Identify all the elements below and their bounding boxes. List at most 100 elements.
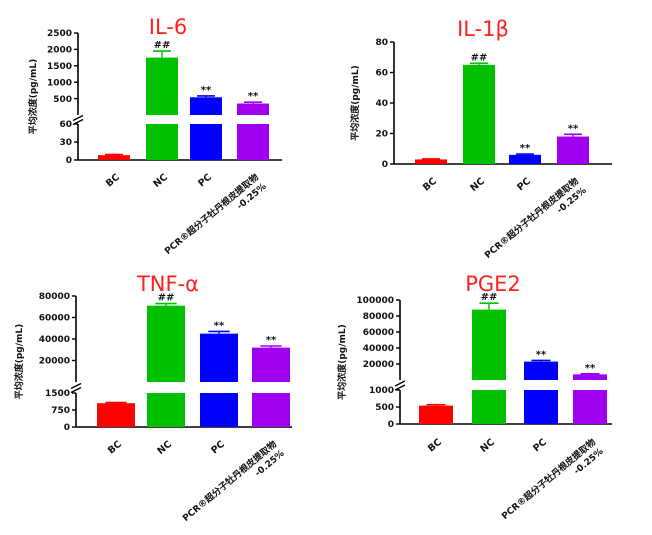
bar-lower-segment <box>524 390 558 424</box>
y-tick-label: 80000 <box>39 292 70 302</box>
axis-break-mark <box>72 114 84 122</box>
y-tick-label: 80 <box>375 38 388 48</box>
x-tick-label: NC <box>151 172 170 190</box>
x-tick-label: PC <box>209 439 227 456</box>
chart-panel-3: TNF-α 平均浓度(pg/mL) 0 750 1500 20000 40000 60000 8… <box>13 272 292 533</box>
y-tick-label: 750 <box>51 406 70 416</box>
bar <box>463 64 495 164</box>
x-tick-label: BC <box>421 176 439 194</box>
y-tick-label: 30 <box>59 138 72 148</box>
chart-panel-4: PGE2 平均浓度(pg/mL) 0 500 1000 20000 40000 60000 80… <box>336 272 612 531</box>
bar-lower-segment <box>252 393 290 427</box>
bar <box>415 159 447 164</box>
bar-lower-segment <box>573 390 607 424</box>
y-tick-label: 1000 <box>47 78 72 88</box>
bar <box>146 57 178 115</box>
x-tick-label: NC <box>155 439 174 457</box>
significance-label: ## <box>471 52 488 63</box>
bar <box>98 155 130 160</box>
significance-label: ** <box>248 91 259 102</box>
bar <box>190 97 222 115</box>
bar <box>147 305 185 382</box>
y-tick-label: 20000 <box>39 357 70 367</box>
y-tick-label: 1500 <box>45 389 70 399</box>
significance-label: ** <box>585 363 596 374</box>
y-tick-label: 1500 <box>47 62 72 72</box>
significance-label: ** <box>568 123 579 134</box>
bar <box>557 136 589 164</box>
bar-lower-segment <box>146 124 178 160</box>
y-tick-label: 0 <box>64 423 70 433</box>
significance-label: ** <box>536 349 547 360</box>
bar-lower-segment <box>472 390 506 424</box>
chart-title: TNF-α <box>136 272 199 296</box>
bar <box>509 154 541 164</box>
x-tick-label: BC <box>104 172 122 190</box>
y-tick-label: 500 <box>53 95 72 105</box>
significance-label: ** <box>201 85 212 96</box>
bar-lower-segment <box>147 393 185 427</box>
y-tick-label: 0 <box>388 420 394 430</box>
y-tick-label: 40000 <box>39 335 70 345</box>
y-tick-label: 1000 <box>369 386 394 396</box>
bar-lower-segment <box>237 124 269 160</box>
y-tick-label: 2500 <box>47 29 72 39</box>
x-tick-label: PC <box>515 176 533 193</box>
bar <box>200 333 238 382</box>
y-tick-label: 20 <box>375 130 388 140</box>
chart-panel-2: IL-1β 平均浓度(pg/mL) 0 20 40 60 80 BC ## NC ** PC ** PCR… <box>349 17 612 270</box>
bar <box>419 405 453 424</box>
axis-break-mark <box>70 382 82 390</box>
y-tick-label: 20000 <box>363 360 394 370</box>
bar-lower-segment <box>190 124 222 160</box>
y-tick-label: 60 <box>59 120 72 130</box>
significance-label: ** <box>266 335 277 346</box>
y-tick-label: 2000 <box>47 46 72 56</box>
x-tick-label: PCR®超分子牡丹根皮提取物-0.25% <box>499 436 606 531</box>
y-tick-label: 60000 <box>363 328 394 338</box>
axis-break-mark <box>72 118 84 126</box>
y-tick-label: 100000 <box>356 296 394 306</box>
x-tick-label: PC <box>196 172 214 189</box>
x-tick-label: NC <box>478 437 497 455</box>
y-tick-label: 500 <box>375 403 394 413</box>
x-tick-label: PCR®超分子牡丹根皮提取物-0.25% <box>180 438 287 533</box>
axis-break-mark <box>394 380 406 387</box>
y-axis-label: 平均浓度(pg/mL) <box>336 324 348 400</box>
significance-label: ## <box>154 40 171 51</box>
y-axis-label: 平均浓度(pg/mL) <box>27 59 39 135</box>
y-axis-label: 平均浓度(pg/mL) <box>13 324 25 400</box>
x-tick-label: PCR®超分子牡丹根皮提取物-0.25% <box>162 171 269 266</box>
bar <box>524 361 558 380</box>
chart-title: PGE2 <box>465 272 521 296</box>
chart-title: IL-6 <box>149 15 187 39</box>
y-tick-label: 80000 <box>363 312 394 322</box>
axis-break-mark <box>394 384 406 391</box>
x-tick-label: BC <box>106 439 124 457</box>
significance-label: ## <box>481 292 498 303</box>
bar-lower-segment <box>200 393 238 427</box>
bar <box>97 403 135 427</box>
significance-label: ## <box>158 293 175 304</box>
chart-panel-1: IL-6 平均浓度(pg/mL) 0 30 60 500 1000 1500 2000 2500 B… <box>27 15 282 266</box>
axis-break-mark <box>70 386 82 394</box>
x-tick-label: PCR®超分子牡丹根皮提取物-0.25% <box>482 175 589 270</box>
x-tick-label: PC <box>531 437 549 454</box>
y-axis-label: 平均浓度(pg/mL) <box>349 65 361 141</box>
bar <box>472 309 506 380</box>
y-tick-label: 0 <box>66 156 72 166</box>
bar <box>252 347 290 382</box>
y-tick-label: 60000 <box>39 314 70 324</box>
y-tick-label: 40 <box>375 99 388 109</box>
y-tick-label: 60 <box>375 69 388 79</box>
bar <box>237 103 269 115</box>
significance-label: ** <box>214 320 225 331</box>
bar <box>573 374 607 380</box>
significance-label: ** <box>520 143 531 154</box>
y-tick-label: 40000 <box>363 344 394 354</box>
y-tick-label: 0 <box>382 160 388 170</box>
x-tick-label: BC <box>426 437 444 455</box>
x-tick-label: NC <box>468 176 487 194</box>
chart-title: IL-1β <box>457 17 509 41</box>
